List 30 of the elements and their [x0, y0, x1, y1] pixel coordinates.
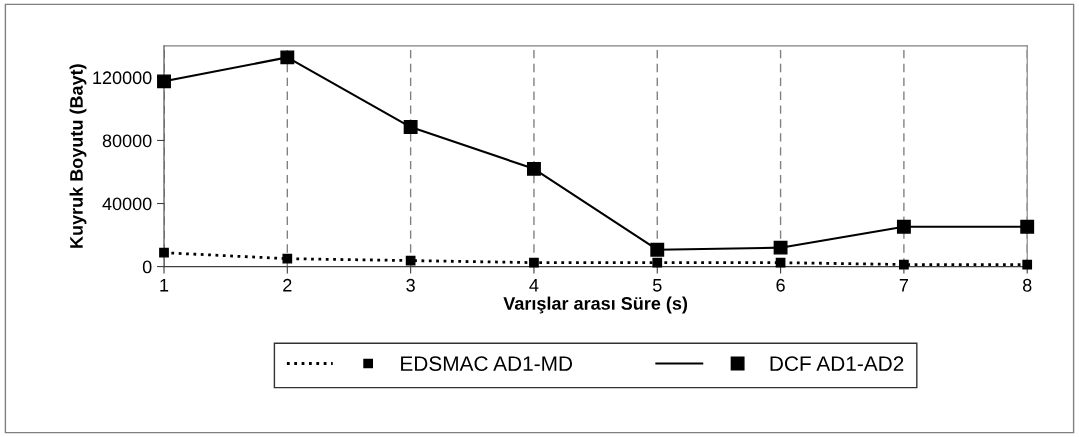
- point: [529, 257, 539, 268]
- x-tick-label: 5: [652, 279, 662, 292]
- point: [1020, 219, 1035, 234]
- point: [157, 74, 171, 89]
- legend-label: DCF AD1-AD2: [770, 356, 904, 371]
- x-tick-label: 3: [406, 278, 415, 292]
- point: [896, 219, 911, 234]
- point: [1022, 259, 1033, 270]
- point: [159, 247, 169, 258]
- y-tick-label: 120000: [93, 71, 152, 85]
- x-tick-label: 2: [283, 278, 292, 292]
- point: [899, 259, 909, 270]
- point: [280, 50, 295, 65]
- y-tick-label: 0: [142, 260, 152, 274]
- point: [652, 257, 663, 268]
- point: [403, 120, 418, 135]
- point: [527, 161, 541, 176]
- y-tick-label: 80000: [102, 134, 152, 148]
- x-tick-label: 1: [160, 279, 169, 292]
- x-tick-label: 6: [776, 278, 785, 292]
- point: [282, 253, 293, 264]
- point: [773, 240, 788, 255]
- y-axis-title: Kuyruk Boyutu (Bayt): [69, 64, 87, 248]
- x-tick-label: 7: [899, 279, 909, 292]
- x-tick-label: 4: [529, 279, 539, 292]
- x-axis-title: Varışlar arası Süre (s): [503, 296, 688, 314]
- legend-label: EDSMAC AD1-MD: [401, 356, 573, 371]
- x-tick-label: 8: [1022, 278, 1032, 292]
- point: [650, 242, 665, 257]
- y-tick-label: 40000: [102, 197, 152, 211]
